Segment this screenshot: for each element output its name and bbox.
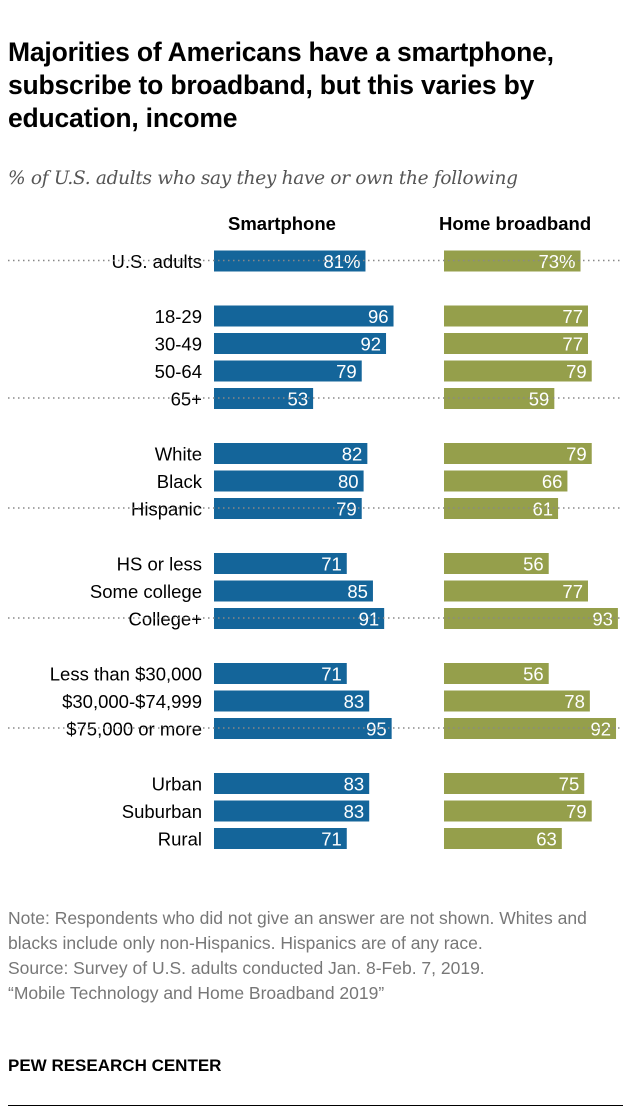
category-label: U.S. adults (112, 251, 203, 272)
category-label: $75,000 or more (66, 719, 202, 740)
data-label: 81% (323, 251, 360, 272)
bar-broadband (444, 718, 617, 739)
bar-broadband (444, 663, 549, 684)
chart-title: Majorities of Americans have a smartphon… (8, 37, 554, 133)
bar-smartphone (214, 718, 392, 739)
data-label: 83 (344, 691, 365, 712)
data-label: 77 (562, 581, 583, 602)
category-label: Some college (90, 581, 202, 602)
column-header-broadband: Home broadband (439, 213, 592, 234)
data-label: 71 (321, 664, 342, 685)
bar-broadband (444, 553, 549, 574)
category-label: 18-29 (155, 306, 202, 327)
category-label: $30,000-$74,999 (62, 691, 202, 712)
category-label: White (155, 444, 202, 465)
data-label: 79 (336, 499, 357, 520)
bottom-rule (8, 1105, 623, 1106)
category-label: College+ (128, 609, 202, 630)
bar-broadband (444, 498, 559, 519)
bar-smartphone (214, 828, 347, 849)
bar-broadband (444, 608, 618, 629)
bar-broadband (444, 690, 590, 712)
data-label: 92 (360, 334, 381, 355)
data-label: 61 (532, 499, 553, 520)
bar-smartphone (214, 690, 370, 712)
category-label: Suburban (122, 801, 202, 822)
data-label: 83 (344, 801, 365, 822)
bar-broadband (444, 443, 592, 464)
data-label: 79 (336, 361, 357, 382)
bar-smartphone (214, 333, 387, 354)
bar-smartphone (214, 305, 394, 327)
data-label: 79 (566, 361, 587, 382)
data-label: 95 (366, 719, 387, 740)
data-label: 56 (523, 664, 544, 685)
notes: Note: Respondents who did not give an an… (8, 906, 623, 1006)
bar-smartphone (214, 663, 347, 684)
bar-smartphone (214, 553, 347, 574)
column-header-smartphone: Smartphone (228, 213, 336, 234)
source-text: Source: Survey of U.S. adults conducted … (8, 958, 485, 978)
data-label: 96 (368, 306, 389, 327)
bar-smartphone (214, 580, 373, 602)
bar-plot: U.S. adults 81% 73% 18-29 96 77 30-49 92 77 50-64… (8, 250, 622, 850)
bar-smartphone (214, 773, 370, 794)
data-label: 59 (529, 389, 550, 410)
bar-broadband (444, 828, 562, 849)
bar-broadband (444, 580, 588, 602)
report-title: “Mobile Technology and Home Broadband 20… (8, 983, 385, 1003)
category-label: Urban (152, 774, 202, 795)
bar-smartphone (214, 360, 362, 382)
category-label: Rural (158, 829, 202, 850)
data-label: 78 (564, 691, 585, 712)
category-label: 65+ (171, 389, 202, 410)
data-label: 82 (342, 444, 363, 465)
category-label: Hispanic (131, 499, 202, 520)
data-label: 71 (321, 829, 342, 850)
data-label: 85 (347, 581, 368, 602)
bar-smartphone (214, 443, 368, 464)
data-label: 77 (562, 306, 583, 327)
data-label: 73% (538, 251, 575, 272)
data-label: 83 (344, 774, 365, 795)
category-label: HS or less (117, 554, 202, 575)
bar-broadband (444, 360, 592, 382)
category-label: Black (157, 471, 203, 492)
data-label: 71 (321, 554, 342, 575)
data-label: 91 (359, 609, 380, 630)
bar-broadband (444, 470, 568, 492)
bar-broadband (444, 333, 588, 354)
bar-smartphone (214, 250, 366, 272)
data-label: 79 (566, 444, 587, 465)
data-label: 93 (592, 609, 613, 630)
data-label: 80 (338, 471, 359, 492)
data-label: 66 (542, 471, 563, 492)
brand-logo: PEW RESEARCH CENTER (8, 1056, 222, 1075)
data-label: 79 (566, 801, 587, 822)
category-label: 30-49 (155, 334, 202, 355)
data-label: 92 (590, 719, 611, 740)
bar-smartphone (214, 800, 370, 822)
data-label: 63 (536, 829, 557, 850)
data-label: 56 (523, 554, 544, 575)
bar-broadband (444, 800, 592, 822)
category-label: 50-64 (155, 361, 202, 382)
bar-broadband (444, 250, 581, 272)
data-label: 77 (562, 334, 583, 355)
data-label: 53 (288, 389, 309, 410)
chart-subtitle: % of U.S. adults who say they have or ow… (8, 168, 518, 189)
bar-smartphone (214, 470, 364, 492)
bar-smartphone (214, 498, 362, 519)
category-label: Less than $30,000 (50, 664, 202, 685)
bar-broadband (444, 773, 585, 794)
note-text: Note: Respondents who did not give an an… (8, 908, 587, 953)
data-label: 75 (559, 774, 580, 795)
bar-broadband (444, 305, 588, 327)
